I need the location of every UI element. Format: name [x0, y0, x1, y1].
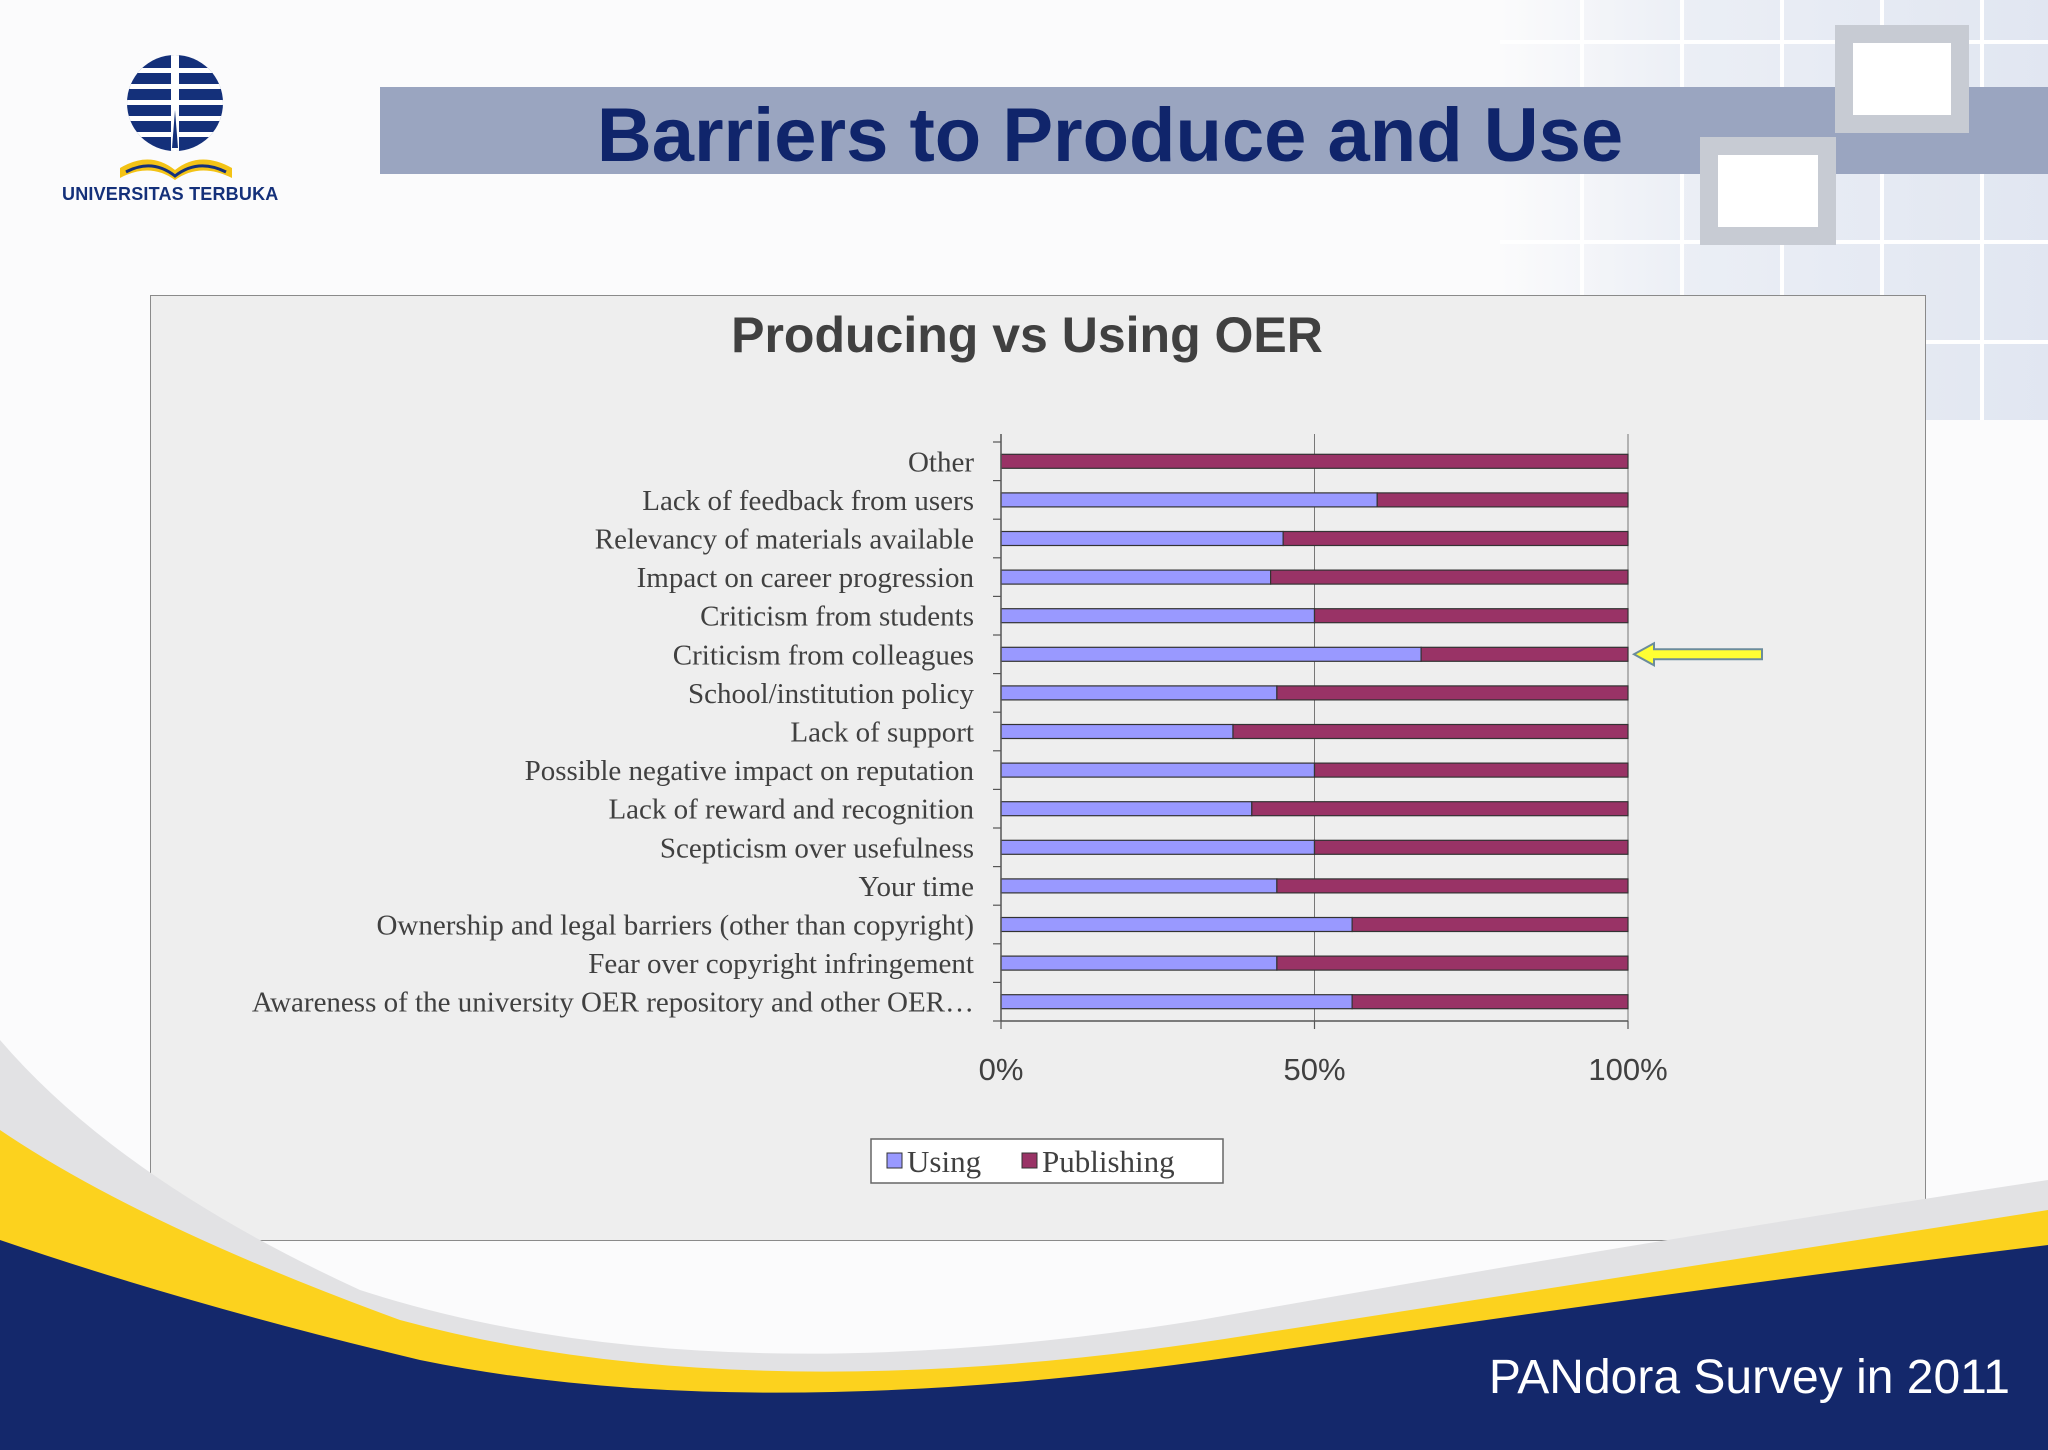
category-label: Criticism from students — [700, 601, 974, 633]
legend-label: Publishing — [1042, 1144, 1175, 1179]
bar-publishing — [1270, 569, 1629, 585]
category-label: Other — [908, 446, 974, 478]
x-tick-label: 0% — [979, 1052, 1024, 1087]
bar-using — [1000, 994, 1353, 1010]
legend-box — [870, 1138, 1224, 1184]
bar-publishing — [1313, 762, 1629, 778]
bar-using — [1000, 839, 1316, 855]
bar-publishing — [1276, 878, 1629, 894]
decorative-square — [1835, 25, 1969, 133]
slide-title: Barriers to Produce and Use — [596, 93, 1624, 178]
category-label: Lack of support — [790, 717, 974, 749]
bar-publishing — [1313, 839, 1629, 855]
bar-using — [1000, 723, 1234, 740]
category-label: Scepticism over usefulness — [660, 832, 974, 864]
category-label: Awareness of the university OER reposito… — [252, 987, 974, 1019]
arrow-annotation — [1631, 641, 1763, 667]
x-tick-label: 100% — [1588, 1052, 1667, 1087]
bar-publishing — [1420, 646, 1629, 662]
bar-publishing — [1276, 685, 1629, 701]
category-label: Fear over copyright infringement — [588, 948, 974, 980]
x-tick-label: 50% — [1283, 1052, 1345, 1087]
bar-publishing — [1351, 994, 1629, 1010]
bar-using — [1000, 801, 1253, 817]
legend-label: Using — [907, 1144, 981, 1179]
bar-publishing — [1376, 492, 1629, 508]
category-label: School/institution policy — [688, 678, 974, 710]
chart-title: Producing vs Using OER — [731, 307, 1323, 363]
bar-using — [1000, 492, 1378, 508]
category-label: Ownership and legal barriers (other than… — [376, 910, 974, 942]
logo-text: UNIVERSITAS TERBUKA — [62, 184, 279, 204]
category-label: Lack of reward and recognition — [608, 794, 974, 826]
bar-publishing — [1000, 453, 1629, 469]
category-label: Your time — [859, 871, 975, 903]
category-label: Possible negative impact on reputation — [525, 755, 975, 787]
bar-using — [1000, 569, 1272, 585]
chart-panel: Producing vs Using OER Other Lack of feedb… — [150, 295, 1926, 1241]
university-logo — [120, 55, 232, 180]
footer-wave — [0, 1040, 2048, 1450]
bar-publishing — [1276, 955, 1629, 971]
bar-using — [1000, 608, 1316, 624]
chart-svg: Producing vs Using OER Other Lack of feedb… — [252, 307, 1763, 1184]
bar-publishing — [1313, 608, 1629, 624]
bar-publishing — [1282, 530, 1629, 547]
category-label: Criticism from colleagues — [673, 639, 974, 671]
bar-using — [1000, 530, 1284, 547]
decorative-square — [1700, 137, 1836, 245]
bar-using — [1000, 762, 1316, 778]
category-label: Lack of feedback from users — [642, 485, 974, 517]
category-label: Relevancy of materials available — [595, 524, 974, 556]
bar-using — [1000, 646, 1422, 662]
bar-publishing — [1351, 916, 1629, 933]
bar-publishing — [1251, 801, 1629, 817]
bar-using — [1000, 955, 1278, 971]
bar-using — [1000, 878, 1278, 894]
bar-using — [1000, 685, 1278, 701]
legend-swatch — [886, 1152, 903, 1169]
footer-text: PANdora Survey in 2011 — [1488, 1351, 2010, 1404]
legend-swatch — [1021, 1152, 1038, 1169]
bar-publishing — [1232, 723, 1629, 740]
bar-using — [1000, 916, 1353, 933]
category-label: Impact on career progression — [637, 562, 975, 594]
